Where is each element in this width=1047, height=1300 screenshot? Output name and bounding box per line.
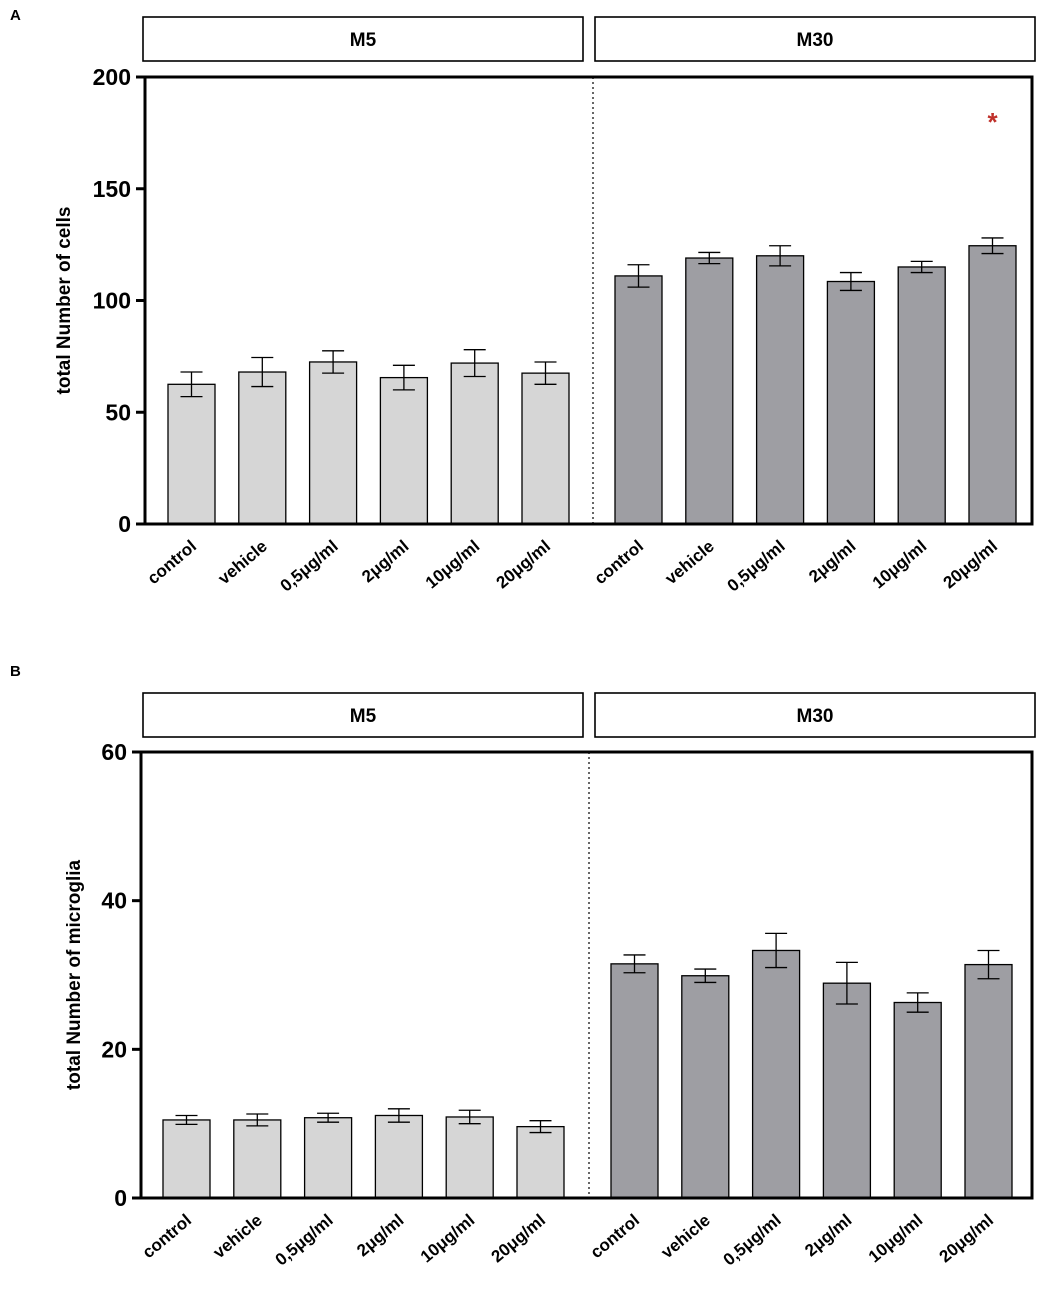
bar-m5-20-g-ml (516, 1125, 565, 1199)
x-tick-label-m5-0-5-g-ml: 0,5μg/ml (277, 537, 342, 596)
x-tick-label-m30-0-5-g-ml: 0,5μg/ml (724, 537, 789, 596)
x-tick-label-m30-control: control (587, 1211, 643, 1263)
y-tick-label-100: 100 (93, 288, 131, 314)
group-banner-m30 (594, 692, 1036, 738)
group-banner-m30 (594, 16, 1036, 62)
y-tick-label-150: 150 (93, 176, 131, 202)
group-label-m5: M5 (350, 706, 377, 727)
x-tick-label-m5-control: control (144, 537, 200, 589)
x-tick-label-m30-vehicle: vehicle (657, 1211, 713, 1263)
x-tick-label-m5-0-5-g-ml: 0,5μg/ml (272, 1211, 337, 1270)
bar-m30-10-g-ml (897, 266, 946, 525)
panel-letter: A (10, 7, 21, 24)
bar-m5-control (162, 1119, 211, 1199)
bar-m30-10-g-ml (893, 1001, 942, 1199)
group-banner-m5 (142, 16, 584, 62)
significance-marker: * (987, 107, 998, 137)
x-tick-label-m5-2-g-ml: 2μg/ml (358, 537, 412, 587)
x-tick-label-m5-control: control (139, 1211, 195, 1263)
y-tick-label-0: 0 (114, 1185, 127, 1211)
bar-m5-control (167, 383, 216, 525)
bar-m30-vehicle (685, 257, 734, 525)
x-tick-label-m30-2-g-ml: 2μg/ml (805, 537, 859, 587)
x-tick-label-m30-10-g-ml: 10μg/ml (869, 537, 930, 593)
group-label-m5: M5 (350, 30, 377, 51)
x-tick-label-m5-20-g-ml: 20μg/ml (493, 537, 554, 593)
bar-m5-20-g-ml (521, 372, 570, 525)
bar-m30-control (614, 275, 663, 525)
x-tick-label-m30-20-g-ml: 20μg/ml (940, 537, 1001, 593)
bar-m30-0-5-g-ml (751, 949, 801, 1199)
x-tick-label-m5-vehicle: vehicle (214, 537, 270, 589)
x-tick-label-m30-10-g-ml: 10μg/ml (865, 1211, 926, 1267)
x-tick-label-m30-20-g-ml: 20μg/ml (936, 1211, 997, 1267)
plot-frame (139, 750, 1034, 1200)
bar-m30-2-g-ml (822, 982, 872, 1199)
x-tick-label-m5-20-g-ml: 20μg/ml (488, 1211, 549, 1267)
group-label-m30: M30 (797, 30, 834, 51)
y-tick-label-0: 0 (118, 511, 131, 537)
x-tick-label-m30-vehicle: vehicle (661, 537, 717, 589)
bar-m30-2-g-ml (826, 280, 876, 525)
x-tick-label-m30-2-g-ml: 2μg/ml (801, 1211, 855, 1261)
x-tick-label-m30-control: control (591, 537, 647, 589)
group-banner-m5 (142, 692, 584, 738)
bar-m30-control (610, 963, 659, 1199)
x-tick-label-m30-0-5-g-ml: 0,5μg/ml (720, 1211, 785, 1270)
bar-m5-vehicle (238, 371, 287, 525)
bar-m30-vehicle (681, 975, 730, 1199)
y-tick-label-60: 60 (101, 739, 127, 765)
y-axis-label: total Number of cells (54, 207, 75, 395)
y-tick-label-40: 40 (101, 888, 127, 914)
bar-m30-0-5-g-ml (755, 255, 805, 525)
x-tick-label-m5-10-g-ml: 10μg/ml (417, 1211, 478, 1267)
y-tick-label-50: 50 (105, 399, 131, 425)
y-tick-label-20: 20 (101, 1036, 127, 1062)
bar-m5-0-5-g-ml (308, 361, 358, 525)
y-tick-label-200: 200 (93, 64, 131, 90)
bar-m30-20-g-ml (968, 245, 1017, 525)
bar-m5-vehicle (233, 1119, 282, 1199)
bar-m5-2-g-ml (374, 1114, 424, 1199)
panel-letter: B (10, 663, 21, 680)
bar-m5-10-g-ml (445, 1116, 494, 1199)
bar-m5-2-g-ml (379, 376, 429, 525)
group-label-m30: M30 (797, 706, 834, 727)
x-tick-label-m5-vehicle: vehicle (209, 1211, 265, 1263)
bar-m5-10-g-ml (450, 362, 499, 525)
bar-m5-0-5-g-ml (303, 1117, 353, 1199)
x-tick-label-m5-2-g-ml: 2μg/ml (353, 1211, 407, 1261)
bar-m30-20-g-ml (964, 963, 1013, 1199)
x-tick-label-m5-10-g-ml: 10μg/ml (422, 537, 483, 593)
y-axis-label: total Number of microglia (64, 860, 85, 1091)
